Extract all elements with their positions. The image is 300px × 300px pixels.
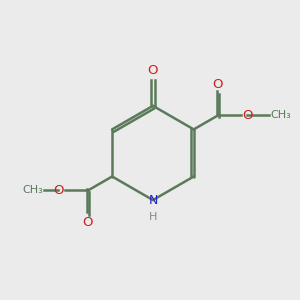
Text: H: H [149,212,157,222]
Text: O: O [242,109,253,122]
Text: O: O [148,64,158,77]
Text: CH₃: CH₃ [270,110,291,120]
Text: CH₃: CH₃ [22,185,43,196]
Text: O: O [53,184,64,197]
Text: O: O [213,78,223,91]
Text: N: N [148,194,158,207]
Text: O: O [83,216,93,229]
